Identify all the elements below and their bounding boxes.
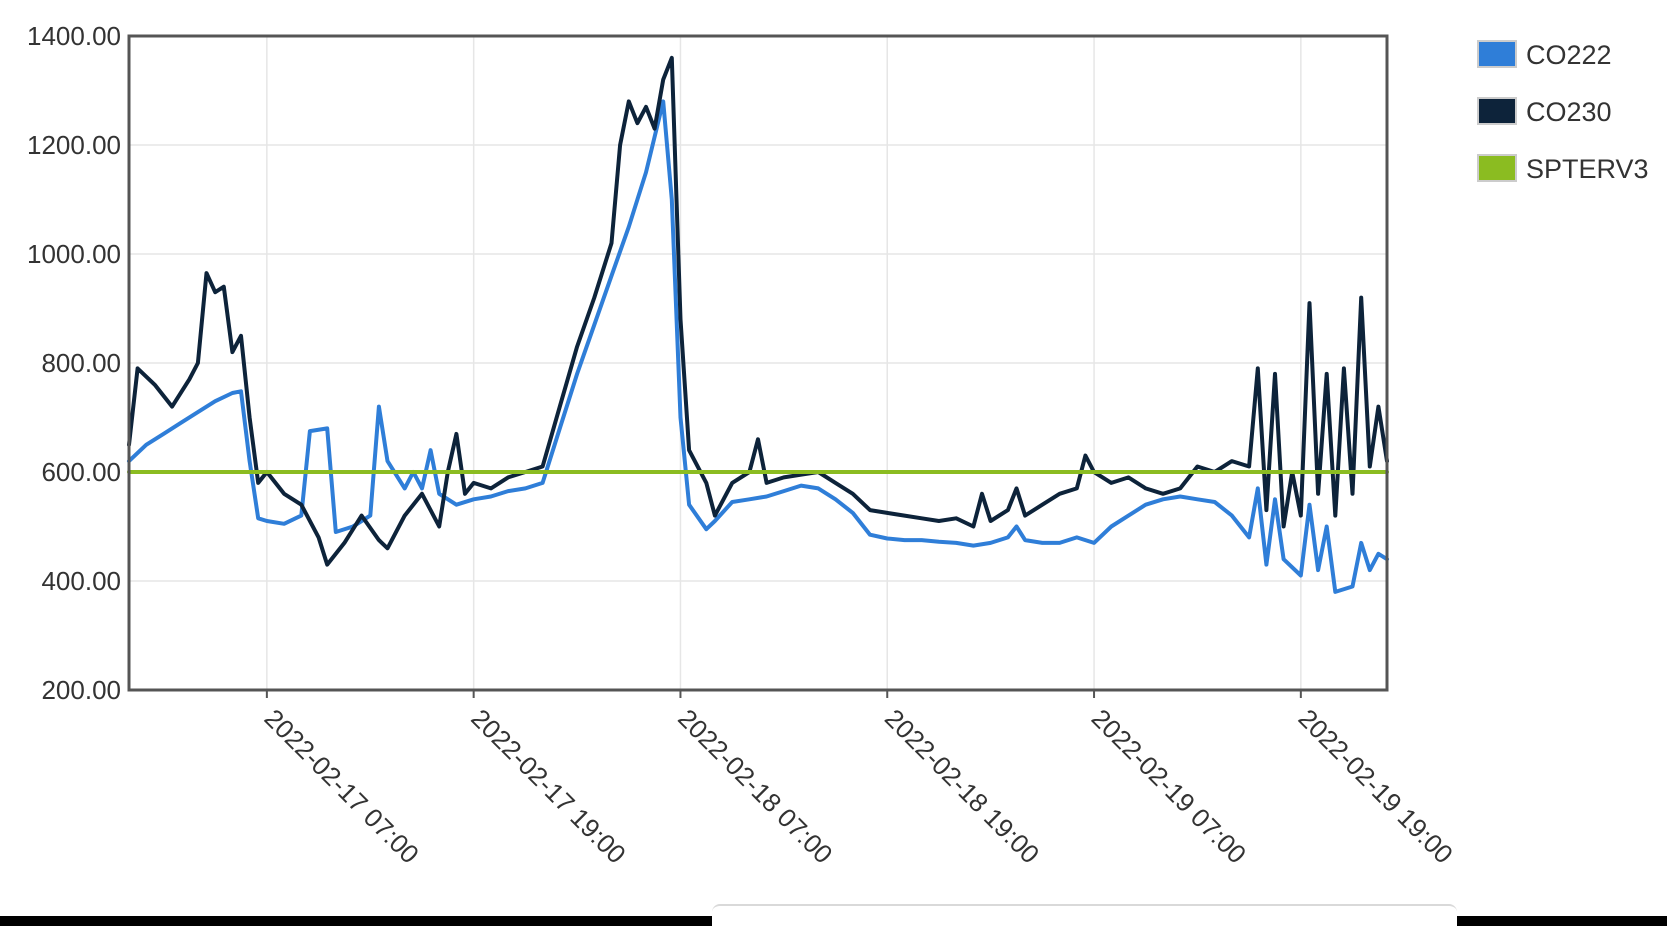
bottom-panel-edge: [712, 904, 1457, 926]
legend: CO222 CO230 SPTERV3: [1477, 40, 1649, 184]
y-axis: 200.00 400.00 600.00 800.00 1000.00 1200.00 14…: [27, 21, 121, 705]
x-tick-label: 2022-02-18 19:00: [879, 703, 1045, 869]
legend-label: SPTERV3: [1526, 154, 1649, 184]
series-line-co222: [127, 99, 1389, 594]
legend-label: CO222: [1526, 40, 1612, 70]
y-tick-label: 1000.00: [27, 239, 121, 269]
y-tick-label: 600.00: [41, 457, 121, 487]
legend-swatch: [1477, 97, 1517, 125]
y-tick-label: 1200.00: [27, 130, 121, 160]
y-tick-label: 800.00: [41, 348, 121, 378]
x-axis: 2022-02-17 07:00 2022-02-17 19:00 2022-02-…: [259, 690, 1459, 869]
x-tick-label: 2022-02-18 07:00: [672, 703, 838, 869]
plot-border: [127, 34, 1389, 692]
legend-swatch: [1477, 154, 1517, 182]
legend-item-co230: CO230: [1477, 97, 1612, 127]
legend-item-co222: CO222: [1477, 40, 1612, 70]
legend-item-spterv3: SPTERV3: [1477, 154, 1649, 184]
legend-label: CO230: [1526, 97, 1612, 127]
grid-lines: [129, 35, 1387, 691]
x-tick-label: 2022-02-17 19:00: [465, 703, 631, 869]
x-tick-label: 2022-02-19 07:00: [1086, 703, 1252, 869]
x-tick-label: 2022-02-17 07:00: [259, 703, 425, 869]
series-lines: [127, 55, 1389, 594]
series-line-co230: [127, 55, 1389, 567]
y-tick-label: 400.00: [41, 566, 121, 596]
y-tick-label: 200.00: [41, 675, 121, 705]
legend-swatch: [1477, 40, 1517, 68]
x-tick-label: 2022-02-19 19:00: [1293, 703, 1459, 869]
y-tick-label: 1400.00: [27, 21, 121, 51]
